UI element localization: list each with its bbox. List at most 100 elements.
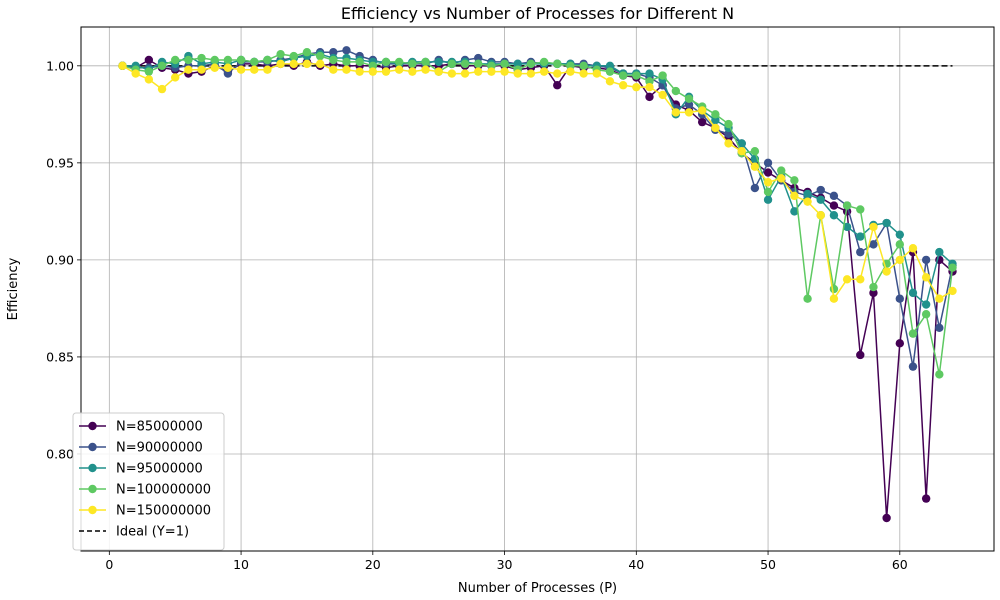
data-point [263, 55, 272, 65]
data-point [737, 139, 746, 148]
data-point [750, 147, 760, 156]
data-point [579, 61, 588, 71]
data-point [460, 59, 470, 69]
data-point [342, 65, 351, 74]
data-point [829, 201, 839, 210]
data-point [763, 178, 773, 187]
legend-label: N=85000000 [116, 420, 203, 435]
data-point [434, 57, 443, 67]
data-point [908, 288, 918, 298]
data-point [895, 230, 905, 239]
y-axis-label: Efficiency [6, 257, 21, 320]
data-point [724, 119, 733, 129]
data-point [921, 255, 931, 265]
data-point [803, 189, 812, 199]
data-point [170, 55, 180, 65]
data-point [381, 57, 391, 67]
data-point [829, 211, 839, 220]
data-point [421, 57, 430, 67]
data-point [487, 67, 496, 76]
legend-item: N=150000000 [79, 504, 211, 519]
data-point [408, 67, 417, 76]
data-point [618, 71, 628, 80]
legend-marker [88, 505, 97, 515]
data-point [223, 69, 233, 78]
data-point [697, 106, 707, 115]
data-point [711, 123, 720, 133]
series-n-100000000 [118, 48, 957, 379]
x-axis-label: Number of Processes (P) [458, 581, 617, 596]
data-point [763, 187, 773, 197]
x-tick-label: 30 [497, 557, 513, 572]
data-point [908, 362, 918, 371]
data-point [447, 59, 457, 69]
data-point [618, 81, 628, 90]
data-point [276, 49, 285, 59]
data-point [302, 59, 312, 69]
data-point [223, 63, 233, 72]
data-point [816, 195, 825, 204]
data-point [711, 110, 720, 119]
data-point [895, 294, 905, 303]
data-point [513, 59, 522, 69]
data-point [394, 65, 404, 74]
series-line [122, 59, 953, 519]
data-point [592, 69, 601, 78]
data-point [658, 71, 667, 80]
data-point [697, 117, 707, 127]
data-point [895, 240, 905, 249]
axis-ticks: 0 10 20 30 40 50 60 0.80 0.85 0.90 0.95 1.00 [46, 58, 908, 572]
data-point [315, 59, 325, 69]
x-tick-label: 10 [233, 557, 249, 572]
data-point [276, 59, 285, 69]
data-point [236, 65, 246, 74]
data-point [671, 86, 681, 96]
series-n-150000000 [118, 59, 957, 303]
data-point [553, 81, 562, 90]
data-point [447, 69, 457, 78]
data-point [935, 370, 944, 379]
data-point [355, 67, 364, 76]
x-tick-label: 40 [628, 557, 644, 572]
data-point [908, 244, 918, 253]
data-point [645, 82, 654, 92]
data-point [539, 67, 549, 76]
data-point [842, 201, 852, 210]
data-point [777, 174, 786, 183]
data-point [342, 46, 351, 55]
legend-label: N=90000000 [116, 441, 203, 456]
data-point [948, 263, 957, 272]
data-point [500, 67, 509, 76]
data-point [882, 513, 891, 523]
grid [81, 27, 994, 551]
data-point [882, 267, 891, 276]
legend-label: Ideal (Y=1) [116, 525, 189, 540]
legend: N=85000000 N=90000000 N=95000000 N=10000000… [72, 412, 225, 551]
legend-item: N=95000000 [79, 462, 203, 477]
data-point [605, 67, 615, 76]
chart-title: Efficiency vs Number of Processes for Di… [341, 4, 734, 23]
y-tick-label: 0.80 [46, 446, 74, 461]
data-point [144, 75, 154, 84]
data-point [302, 48, 312, 57]
data-point [289, 59, 298, 69]
data-point [777, 166, 786, 175]
data-point [553, 69, 562, 78]
plot-area [80, 26, 995, 552]
data-point [500, 59, 509, 69]
data-point [197, 53, 206, 63]
data-point [329, 55, 338, 65]
data-point [329, 65, 338, 74]
data-point [935, 247, 944, 257]
data-point [566, 61, 575, 71]
legend-item: N=85000000 [79, 420, 203, 435]
data-point [684, 94, 694, 104]
data-point [895, 255, 905, 265]
data-point [408, 59, 417, 69]
legend-item: N=100000000 [79, 483, 211, 498]
data-point [157, 61, 167, 71]
data-point [144, 55, 154, 65]
data-point [394, 57, 404, 67]
data-point [869, 240, 878, 249]
